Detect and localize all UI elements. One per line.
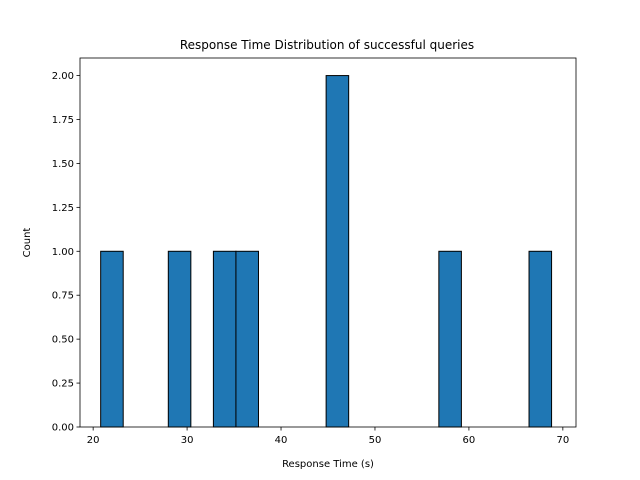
x-tick-label: 50 — [369, 435, 382, 446]
histogram-bar — [528, 250, 553, 428]
plot-frame — [79, 57, 577, 428]
x-tick-label: 40 — [275, 435, 288, 446]
histogram-bar — [325, 75, 350, 428]
histogram-bar — [212, 250, 237, 428]
x-tick-label: 30 — [181, 435, 194, 446]
y-axis-ticks: 0.00 0.25 0.50 0.75 1.00 1.25 1.50 1.75 2.00 — [52, 71, 80, 434]
y-tick-label: 1.50 — [52, 159, 74, 170]
y-tick-label: 0.00 — [52, 423, 74, 434]
y-tick-label: 0.25 — [52, 379, 74, 390]
histogram-bar — [167, 250, 192, 428]
y-tick-label: 1.75 — [52, 115, 74, 126]
histogram-bar — [438, 250, 462, 428]
x-tick-label: 70 — [556, 435, 569, 446]
y-tick-label: 1.25 — [52, 203, 74, 214]
bars-layer — [100, 75, 553, 428]
x-axis-label: Response Time (s) — [282, 459, 374, 470]
y-tick-label: 2.00 — [52, 71, 74, 82]
histogram-bar — [100, 250, 124, 428]
y-tick-label: 0.75 — [52, 291, 74, 302]
x-axis-ticks: 20 30 40 50 60 70 — [87, 427, 569, 446]
chart-title: Response Time Distribution of successful… — [180, 38, 474, 52]
histogram-bar — [235, 250, 259, 428]
y-tick-label: 0.50 — [52, 335, 74, 346]
y-tick-label: 1.00 — [52, 247, 74, 258]
y-axis-label: Count — [22, 228, 33, 258]
x-tick-label: 20 — [87, 435, 100, 446]
x-tick-label: 60 — [463, 435, 476, 446]
